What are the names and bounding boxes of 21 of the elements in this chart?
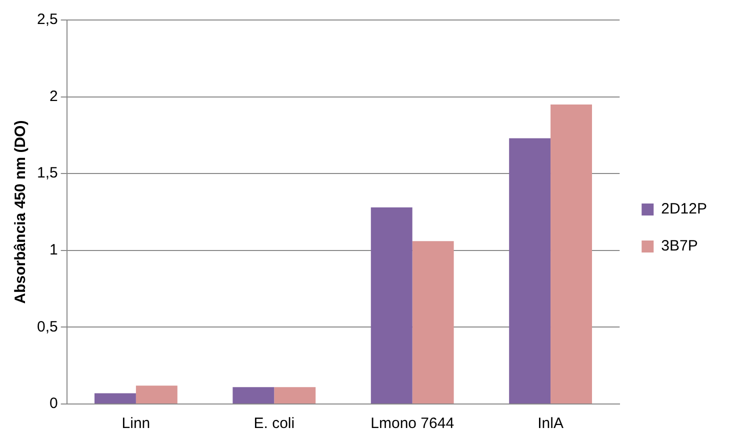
- bar: [509, 138, 551, 404]
- x-tick-label: E. coli: [254, 415, 295, 432]
- y-axis-title: Absorbância 450 nm (DO): [12, 120, 30, 304]
- x-tick-label: Lmono 7644: [370, 415, 454, 432]
- bar: [232, 387, 274, 404]
- x-tick-label: InlA: [538, 415, 564, 432]
- y-tick-label: 1,5: [36, 164, 58, 182]
- y-tick-label: 2,5: [36, 11, 58, 28]
- bar: [274, 387, 316, 404]
- y-tick-label: 1: [50, 242, 58, 259]
- y-tick-label: 0: [50, 395, 58, 412]
- legend-label: 2D12P: [661, 200, 708, 218]
- bar: [412, 241, 454, 404]
- bar: [94, 393, 136, 404]
- x-tick-label: Linn: [122, 415, 150, 432]
- y-tick-label: 2: [50, 88, 58, 105]
- bar: [370, 207, 412, 404]
- bar: [136, 386, 178, 404]
- bar: [550, 104, 592, 404]
- y-tick-label: 0,5: [36, 318, 58, 336]
- legend-label: 3B7P: [661, 238, 698, 255]
